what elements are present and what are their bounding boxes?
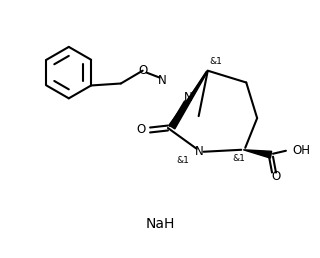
Text: N: N (183, 91, 192, 104)
Text: &1: &1 (177, 156, 190, 165)
Text: NaH: NaH (145, 217, 175, 231)
Text: N: N (158, 74, 167, 87)
Polygon shape (169, 72, 208, 129)
Text: &1: &1 (209, 57, 222, 66)
Text: N: N (195, 145, 204, 158)
Text: O: O (136, 124, 145, 136)
Polygon shape (243, 150, 272, 158)
Text: &1: &1 (232, 154, 245, 163)
Text: O: O (271, 170, 281, 183)
Text: O: O (138, 64, 147, 77)
Text: OH: OH (293, 144, 311, 157)
